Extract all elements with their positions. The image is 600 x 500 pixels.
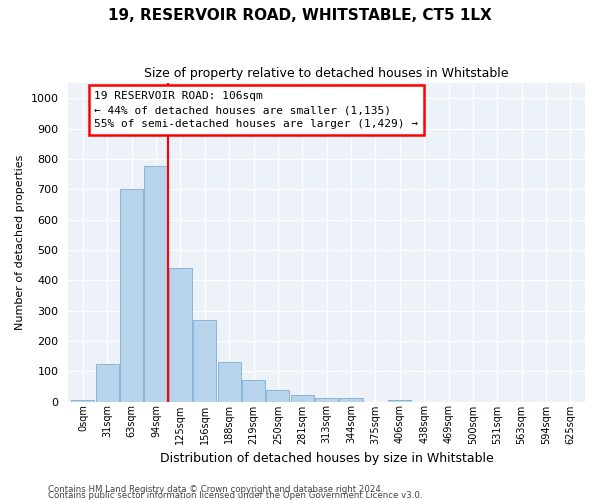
Bar — [242, 380, 265, 402]
Bar — [120, 189, 143, 402]
Bar — [71, 400, 94, 402]
Title: Size of property relative to detached houses in Whitstable: Size of property relative to detached ho… — [145, 68, 509, 80]
Bar — [315, 398, 338, 402]
Text: Contains public sector information licensed under the Open Government Licence v3: Contains public sector information licen… — [48, 490, 422, 500]
Text: 19, RESERVOIR ROAD, WHITSTABLE, CT5 1LX: 19, RESERVOIR ROAD, WHITSTABLE, CT5 1LX — [108, 8, 492, 22]
Bar — [193, 320, 217, 402]
Bar — [290, 395, 314, 402]
Text: 19 RESERVOIR ROAD: 106sqm
← 44% of detached houses are smaller (1,135)
55% of se: 19 RESERVOIR ROAD: 106sqm ← 44% of detac… — [94, 91, 418, 129]
Text: Contains HM Land Registry data © Crown copyright and database right 2024.: Contains HM Land Registry data © Crown c… — [48, 484, 383, 494]
Bar — [218, 362, 241, 402]
Bar — [169, 268, 192, 402]
Bar — [340, 398, 362, 402]
Bar — [145, 166, 167, 402]
Y-axis label: Number of detached properties: Number of detached properties — [15, 154, 25, 330]
X-axis label: Distribution of detached houses by size in Whitstable: Distribution of detached houses by size … — [160, 452, 494, 465]
Bar — [266, 390, 289, 402]
Bar — [388, 400, 412, 402]
Bar — [95, 364, 119, 402]
